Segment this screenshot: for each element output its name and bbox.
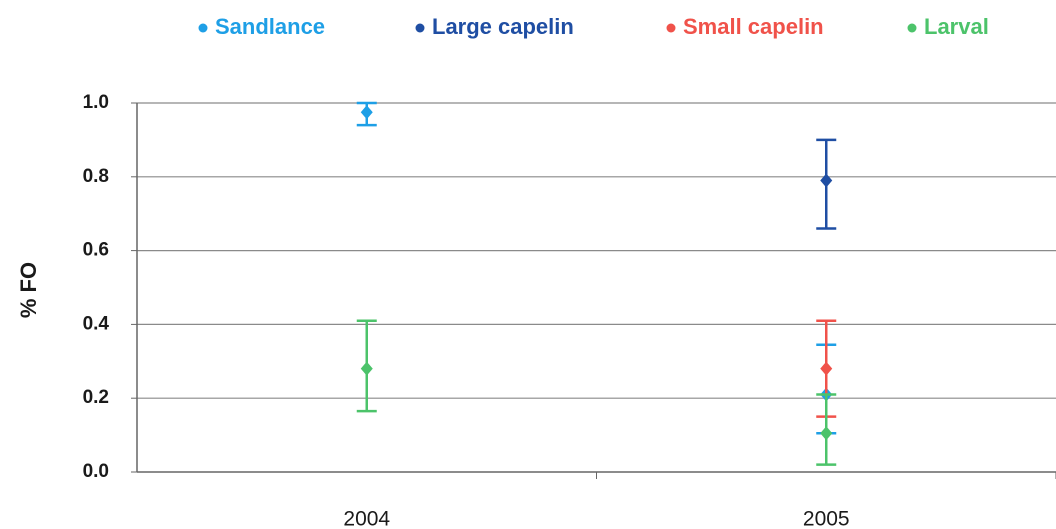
legend-marker — [666, 23, 676, 33]
marker — [360, 105, 373, 120]
legend-label: Sandlance — [215, 14, 325, 39]
marker — [820, 361, 833, 376]
y-tick-label: 1.0 — [83, 92, 109, 113]
y-tick-label: 0.0 — [83, 461, 109, 482]
legend-marker — [415, 23, 425, 33]
y-axis-label: % FO — [16, 262, 41, 318]
legend-marker — [907, 23, 917, 33]
legend-label: Larval — [924, 14, 989, 39]
y-tick-label: 0.4 — [83, 313, 110, 334]
x-tick-label: 2004 — [343, 508, 390, 529]
y-tick-label: 0.6 — [83, 240, 109, 261]
marker — [820, 426, 833, 441]
marker — [820, 173, 833, 188]
x-tick-label: 2005 — [803, 508, 850, 529]
legend-marker — [198, 23, 208, 33]
legend-label: Large capelin — [432, 14, 574, 39]
legend-label: Small capelin — [683, 14, 824, 39]
y-tick-label: 0.8 — [83, 166, 109, 187]
y-tick-label: 0.2 — [83, 387, 109, 408]
marker — [360, 361, 373, 376]
